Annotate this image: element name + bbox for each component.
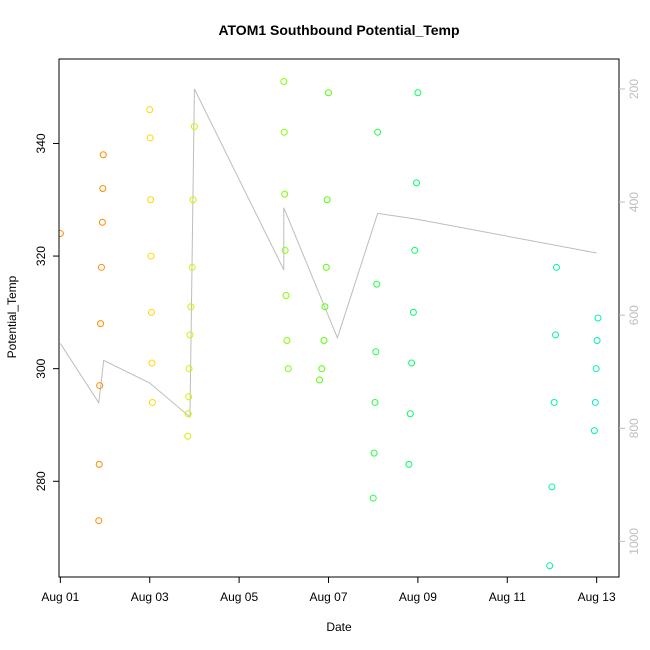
y2-tick-label: 200 xyxy=(627,79,641,99)
data-point xyxy=(95,517,103,525)
data-point xyxy=(324,89,332,97)
data-point xyxy=(413,179,421,187)
data-point xyxy=(372,348,380,356)
data-point xyxy=(147,252,155,260)
data-point xyxy=(546,562,554,570)
x-tick-label: Aug 13 xyxy=(578,590,616,604)
y-axis-label: Potential_Temp xyxy=(5,275,19,358)
data-point xyxy=(316,376,324,384)
data-point xyxy=(321,303,329,311)
y2-tick-label: 1000 xyxy=(627,528,641,555)
data-point xyxy=(552,331,560,339)
data-point xyxy=(184,410,192,418)
y2-tick-label: 600 xyxy=(627,305,641,325)
y2-tick-label: 800 xyxy=(627,418,641,438)
data-point xyxy=(405,460,413,468)
data-point xyxy=(187,303,195,311)
data-point xyxy=(406,410,414,418)
y-tick-label: 320 xyxy=(34,246,48,266)
data-point xyxy=(146,134,154,142)
data-point xyxy=(411,246,419,254)
data-point xyxy=(414,89,422,97)
data-point xyxy=(59,230,64,238)
data-point xyxy=(591,398,599,406)
y2-tick-label: 400 xyxy=(627,192,641,212)
x-tick-label: Aug 11 xyxy=(489,590,526,604)
data-point xyxy=(97,320,105,328)
data-point xyxy=(146,106,154,114)
data-point xyxy=(147,196,155,204)
data-point xyxy=(281,190,289,198)
data-point xyxy=(370,449,378,457)
plot-area: Aug 01 Aug 03 Aug 05 Aug 07 Aug 09 Aug 11 Aug … xyxy=(34,58,641,604)
data-point xyxy=(592,365,600,373)
data-point xyxy=(409,308,417,316)
x-tick-label: Aug 05 xyxy=(220,590,258,604)
data-point xyxy=(148,398,156,406)
data-point xyxy=(148,359,156,367)
data-point xyxy=(318,365,326,373)
data-point xyxy=(322,263,330,271)
data-point xyxy=(590,427,598,435)
data-point xyxy=(408,359,416,367)
data-point xyxy=(594,314,602,322)
data-point xyxy=(185,393,193,401)
data-point xyxy=(189,196,197,204)
data-point xyxy=(369,494,377,502)
data-point xyxy=(548,483,556,491)
data-point xyxy=(95,460,103,468)
data-point xyxy=(96,382,104,390)
data-point xyxy=(552,263,560,271)
chart-title: ATOM1 Southbound Potential_Temp xyxy=(218,22,459,38)
plot-frame xyxy=(58,58,620,578)
data-point xyxy=(186,331,194,339)
x-tick-label: Aug 07 xyxy=(309,590,347,604)
data-point xyxy=(99,185,107,192)
data-point xyxy=(550,398,558,406)
x-tick-label: Aug 01 xyxy=(41,590,79,604)
data-point xyxy=(373,280,381,288)
data-point xyxy=(323,196,331,204)
y-tick-label: 340 xyxy=(34,133,48,153)
data-point xyxy=(283,337,291,345)
data-point xyxy=(320,337,328,345)
data-point xyxy=(282,291,290,299)
data-point xyxy=(374,128,382,136)
data-point xyxy=(185,365,193,373)
data-point xyxy=(97,263,105,271)
x-tick-label: Aug 09 xyxy=(399,590,437,604)
data-point xyxy=(98,218,106,226)
data-point xyxy=(281,246,289,254)
data-point xyxy=(284,365,292,373)
y-tick-label: 300 xyxy=(34,358,48,378)
data-point xyxy=(371,398,379,406)
pressure-track-line xyxy=(59,88,597,419)
data-point xyxy=(99,151,107,159)
data-point xyxy=(148,308,156,316)
x-tick-label: Aug 03 xyxy=(131,590,169,604)
data-point xyxy=(184,432,192,440)
data-point xyxy=(280,78,288,86)
data-point xyxy=(190,123,198,131)
data-point xyxy=(593,337,601,345)
y-tick-label: 280 xyxy=(34,471,48,491)
x-axis-label: Date xyxy=(326,620,352,634)
data-point xyxy=(280,128,288,136)
data-point xyxy=(188,263,196,271)
